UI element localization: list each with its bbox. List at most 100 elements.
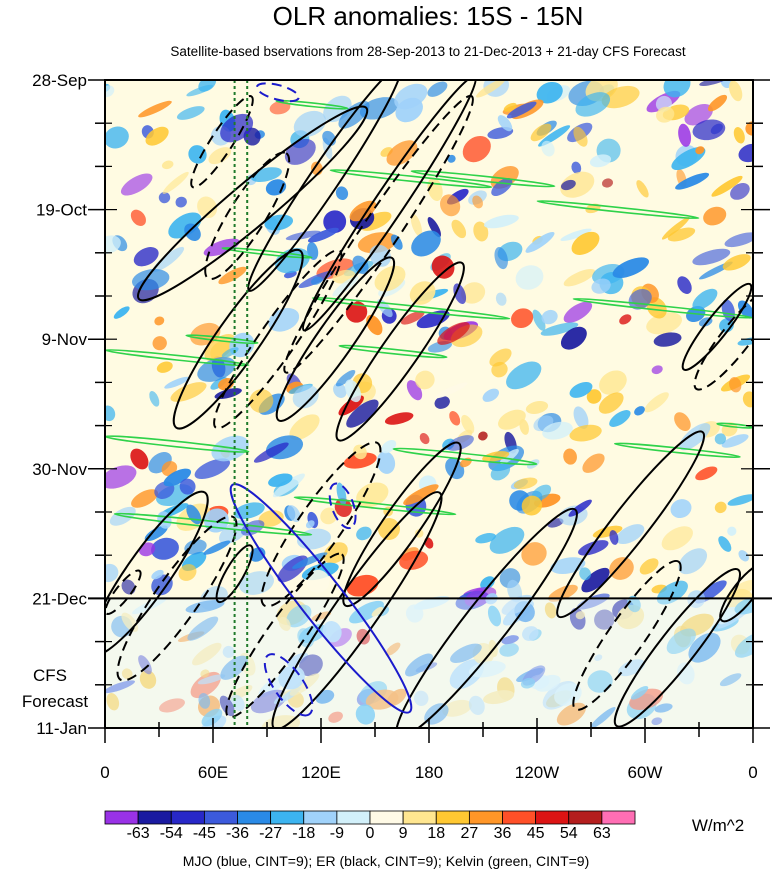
colorbar-swatch	[568, 810, 603, 825]
anomaly-patch	[530, 123, 552, 142]
anomaly-patch	[636, 180, 649, 198]
anomaly-patch	[525, 401, 549, 414]
anomaly-patch	[568, 499, 592, 517]
anomaly-patch	[356, 526, 372, 541]
er-contour	[395, 507, 578, 728]
colorbar-swatch	[104, 810, 139, 825]
er-contour	[283, 94, 474, 374]
anomaly-patch	[480, 576, 495, 590]
anomaly-patch	[507, 579, 523, 603]
anomaly-patch	[130, 209, 146, 226]
anomaly-patch	[627, 595, 641, 613]
colorbar-tick-label: 18	[427, 825, 445, 842]
olr-anomaly-field	[105, 80, 753, 728]
anomaly-patch	[667, 227, 696, 242]
anomaly-patch	[653, 332, 682, 347]
anomaly-patch	[729, 377, 742, 393]
anomaly-patch	[476, 80, 506, 98]
colorbar-tick-label: -27	[259, 825, 282, 842]
anomaly-patch	[384, 412, 414, 425]
colorbar-swatch	[369, 810, 404, 825]
anomaly-patch	[591, 278, 611, 294]
colorbar-tick-label: 36	[494, 825, 512, 842]
anomaly-patch	[468, 695, 485, 715]
anomaly-patch	[286, 604, 312, 628]
anomaly-patch	[544, 602, 557, 619]
colorbar-tick-label: -54	[160, 825, 183, 842]
anomaly-patch	[400, 310, 425, 325]
anomaly-patch	[599, 370, 627, 395]
anomaly-patch	[138, 655, 152, 675]
anomaly-patch	[609, 557, 634, 580]
anomaly-patch	[674, 412, 691, 432]
anomaly-patch	[554, 683, 582, 706]
anomaly-patch	[268, 308, 300, 332]
kelvin-contour	[392, 447, 538, 466]
x-tick-label: 180	[415, 763, 443, 782]
anomaly-patch	[601, 85, 640, 109]
anomaly-patch	[159, 698, 185, 713]
anomaly-patch	[310, 276, 323, 285]
colorbar-swatch	[336, 810, 371, 825]
anomaly-patch	[357, 232, 398, 254]
anomaly-patch	[161, 461, 178, 477]
anomaly-patch	[131, 597, 167, 615]
x-tick-label: 120E	[301, 763, 341, 782]
anomaly-patch	[498, 409, 526, 430]
er-contour	[116, 515, 238, 682]
y-tick-label: 19-Oct	[36, 201, 87, 220]
anomaly-patch	[442, 699, 472, 717]
anomaly-patch	[453, 283, 467, 305]
anomaly-patch	[575, 92, 611, 117]
anomaly-patch	[703, 206, 727, 226]
er-contour	[105, 490, 209, 657]
anomaly-patch	[298, 654, 323, 677]
anomaly-patch	[730, 182, 750, 200]
anomaly-patch	[506, 361, 542, 390]
anomaly-patch	[322, 621, 342, 643]
anomaly-patch	[587, 670, 613, 693]
anomaly-patch	[742, 391, 753, 408]
anomaly-patch	[106, 692, 120, 711]
anomaly-patch	[573, 126, 588, 147]
mjo-contour	[328, 482, 357, 530]
kelvin-contour	[185, 334, 259, 345]
anomaly-patch	[208, 147, 232, 165]
anomaly-patch	[575, 611, 586, 620]
colorbar-tick-label: -18	[292, 825, 315, 842]
anomaly-patch	[560, 326, 587, 350]
anomaly-patch	[161, 160, 174, 170]
colorbar-swatch	[137, 810, 172, 825]
anomaly-patch	[688, 632, 721, 663]
chart-title: OLR anomalies: 15S - 15N	[273, 1, 584, 31]
anomaly-patch	[261, 715, 301, 728]
anomaly-patch	[306, 569, 330, 593]
mjo-contour	[255, 82, 300, 103]
anomaly-patch	[521, 542, 547, 566]
anomaly-patch	[415, 370, 435, 390]
anomaly-patch	[609, 410, 631, 427]
anomaly-patch	[356, 482, 389, 508]
anomaly-patch	[692, 119, 726, 141]
colorbar-tick-label: -36	[226, 825, 249, 842]
kelvin-contours	[105, 99, 753, 536]
anomaly-patch	[721, 434, 749, 448]
er-contour	[342, 441, 462, 608]
anomaly-patch	[616, 524, 645, 545]
anomaly-patch	[306, 242, 319, 260]
anomaly-patch	[738, 143, 753, 163]
anomaly-patch	[520, 677, 536, 689]
anomaly-patch	[158, 191, 171, 204]
anomaly-patch	[677, 276, 692, 294]
anomaly-patch	[484, 214, 519, 229]
anomaly-patch	[560, 179, 576, 191]
anomaly-patch	[718, 536, 732, 552]
anomaly-patch	[499, 448, 519, 465]
anomaly-patch	[695, 466, 718, 481]
er-contour	[275, 256, 396, 422]
anomaly-patch	[711, 175, 743, 197]
plot-area	[105, 80, 753, 728]
anomaly-patch	[287, 505, 301, 523]
anomaly-patch	[203, 238, 240, 257]
